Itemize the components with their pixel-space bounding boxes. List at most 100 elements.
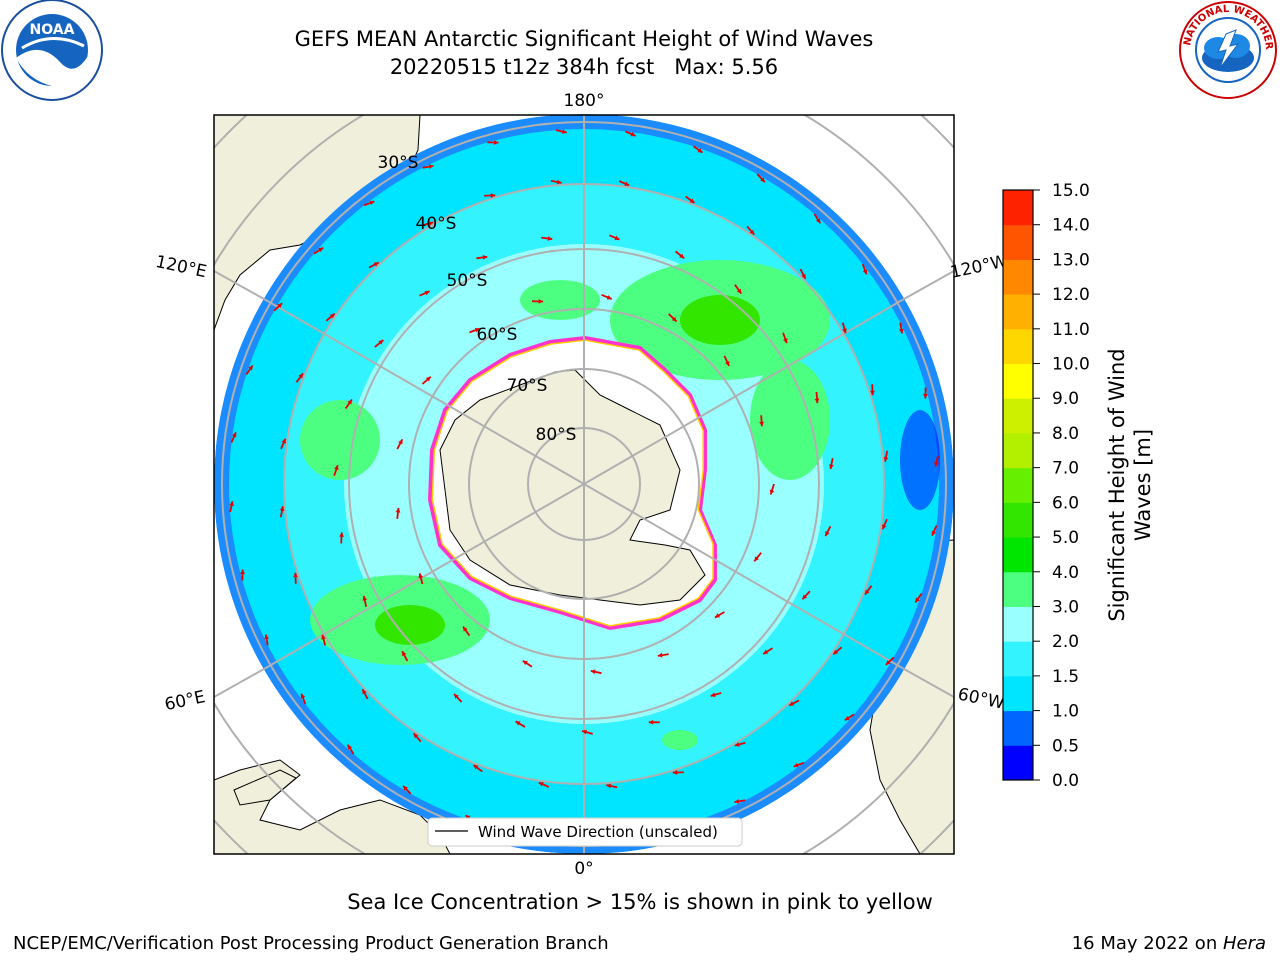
wave-direction-arrowhead [844,715,850,721]
wave-direction-arrowhead [473,764,479,770]
wave-direction-arrowhead [606,783,612,789]
colorbar-tick-label: 2.0 [1052,632,1079,652]
chart-subtitle: 20220515 t12z 384h fcst Max: 5.56 [389,55,779,79]
wave-direction-arrowhead [815,218,821,224]
wave-direction-arrowhead [763,649,769,654]
wave-direction-arrowhead [378,340,384,345]
nws-logo: NATIONAL WEATHER SERVICE [1176,0,1277,99]
colorbar-tick-label: 5.0 [1052,528,1079,548]
wave-direction-arrowhead [885,660,891,665]
graticule-outer [214,115,954,854]
wave-direction-arrowhead [760,177,765,183]
credit-text: NCEP/EMC/Verification Post Processing Pr… [13,933,609,954]
wave-direction-arrowhead [369,200,375,206]
wave-direction-arrowhead [428,164,434,170]
wave-direction-arrowhead [725,360,730,366]
colorbar-label: Significant Height of Wind Waves [m] [1105,348,1155,622]
wave-direction-arrowhead [362,595,368,601]
colorbar-bin [1003,294,1033,330]
colorbar-tick-label: 0.5 [1052,736,1079,756]
wave-direction-arrowhead [490,193,496,198]
wave-direction-arrowhead [561,129,567,134]
wave-direction-arrowhead [321,634,326,640]
wave-direction-arrowhead [769,489,775,495]
wave-direction-arrowhead [522,660,528,666]
wave-direction-arrowhead [679,253,685,259]
wave-direction-arrowhead [474,327,480,333]
wave-direction-arrowhead [614,235,620,241]
lat-label-70s: 70°S [507,376,548,396]
noaa-logo: NOAA [1,0,103,101]
wave-direction-arrowhead [482,254,488,260]
colorbar-bin [1003,363,1033,399]
wave-direction-arrowhead [538,782,544,787]
colorbar-tick-label: 0.0 [1052,771,1079,791]
wave-direction-arrowhead [418,573,424,579]
wave-direction-arrowhead [754,556,759,562]
wave-direction-arrowhead [582,729,587,735]
colorbar-tick-label: 6.0 [1052,493,1079,513]
colorbar-bins [1003,190,1033,781]
wave-direction-arrowhead [240,569,245,574]
colorbar-bin [1003,641,1033,677]
wave-direction-arrowhead [298,373,304,379]
wave-direction-arrowhead [590,669,596,675]
wave-direction-arrowhead [648,719,654,725]
wave-direction-arrowhead [671,316,677,322]
lon-label-180: 180° [564,91,605,111]
wave-direction-arrowhead [339,532,344,537]
colorbar-bin [1003,710,1033,746]
colorbar-bin [1003,745,1033,781]
wave-direction-arrowhead [403,785,408,791]
wave-direction-arrowhead [402,651,407,657]
colorbar-frame [1002,189,1034,781]
wave-direction-arrowhead [264,634,270,640]
wave-direction-arrowhead [300,693,306,699]
legend-label: Wind Wave Direction (unscaled) [478,823,718,841]
colorbar-tick-label: 7.0 [1052,459,1079,479]
wave-direction-arrowhead [783,338,788,344]
wave-direction-arrowhead [842,328,847,334]
colorbar-bin [1003,224,1033,260]
colorbar-tick-label: 13.0 [1052,250,1090,270]
run-date: 16 May 2022 on Hera [1072,933,1266,954]
wave-direction-arrowhead [231,432,237,438]
lon-label-0: 0° [574,859,593,879]
wave-direction-arrowhead [657,652,663,658]
wave-direction-arrowhead [279,506,285,512]
wave-direction-arrowhead [428,221,434,226]
wave-direction-arrowhead [883,456,889,462]
wave-direction-arrowhead [413,733,419,739]
colorbar-tick-label: 10.0 [1052,355,1090,375]
wave-direction-arrowhead [606,295,612,300]
wave-direction-arrowhead [494,140,499,145]
wave-direction-arrowhead [882,524,887,530]
wave-direction-arrowhead [833,649,839,655]
machine-name: Hera [1222,933,1266,954]
wave-direction-arrowhead [789,701,795,706]
wave-direction-arrowhead [425,376,431,382]
map-frame [213,114,955,855]
colorbar-ticks: 0.0 0.5 1.0 1.5 2.0 3.0 4.0 5.0 6.0 7.0 8.0 9.0 10.0… [1033,181,1090,791]
wave-direction-arrowhead [229,501,234,507]
wave-direction-arrowhead [515,721,521,726]
wave-direction-arrowhead [714,613,720,618]
wave-direction-arrowhead [898,328,904,334]
colorbar-tick-label: 15.0 [1052,181,1090,201]
lon-label-120e: 120°E [154,252,209,282]
colorbar-bin [1003,606,1033,642]
wave-direction-arrowhead [689,198,695,204]
run-date-text: 16 May 2022 on [1071,933,1223,954]
sea-ice-note: Sea Ice Concentration > 15% is shown in … [347,890,933,914]
wave-direction-arrowhead [277,303,283,308]
wave-direction-arrowhead [547,236,553,241]
wave-direction-arrowhead [362,689,367,695]
lat-label-50s: 50°S [447,271,488,291]
colorbar-bin [1003,398,1033,434]
wave-direction-arrowhead [624,181,630,186]
wave-direction-arrowhead [864,589,870,595]
colorbar-tick-label: 3.0 [1052,597,1079,617]
wave-direction-arrowhead [672,770,678,775]
wave-direction-arrowhead [697,148,703,153]
colorbar-tick-label: 8.0 [1052,424,1079,444]
